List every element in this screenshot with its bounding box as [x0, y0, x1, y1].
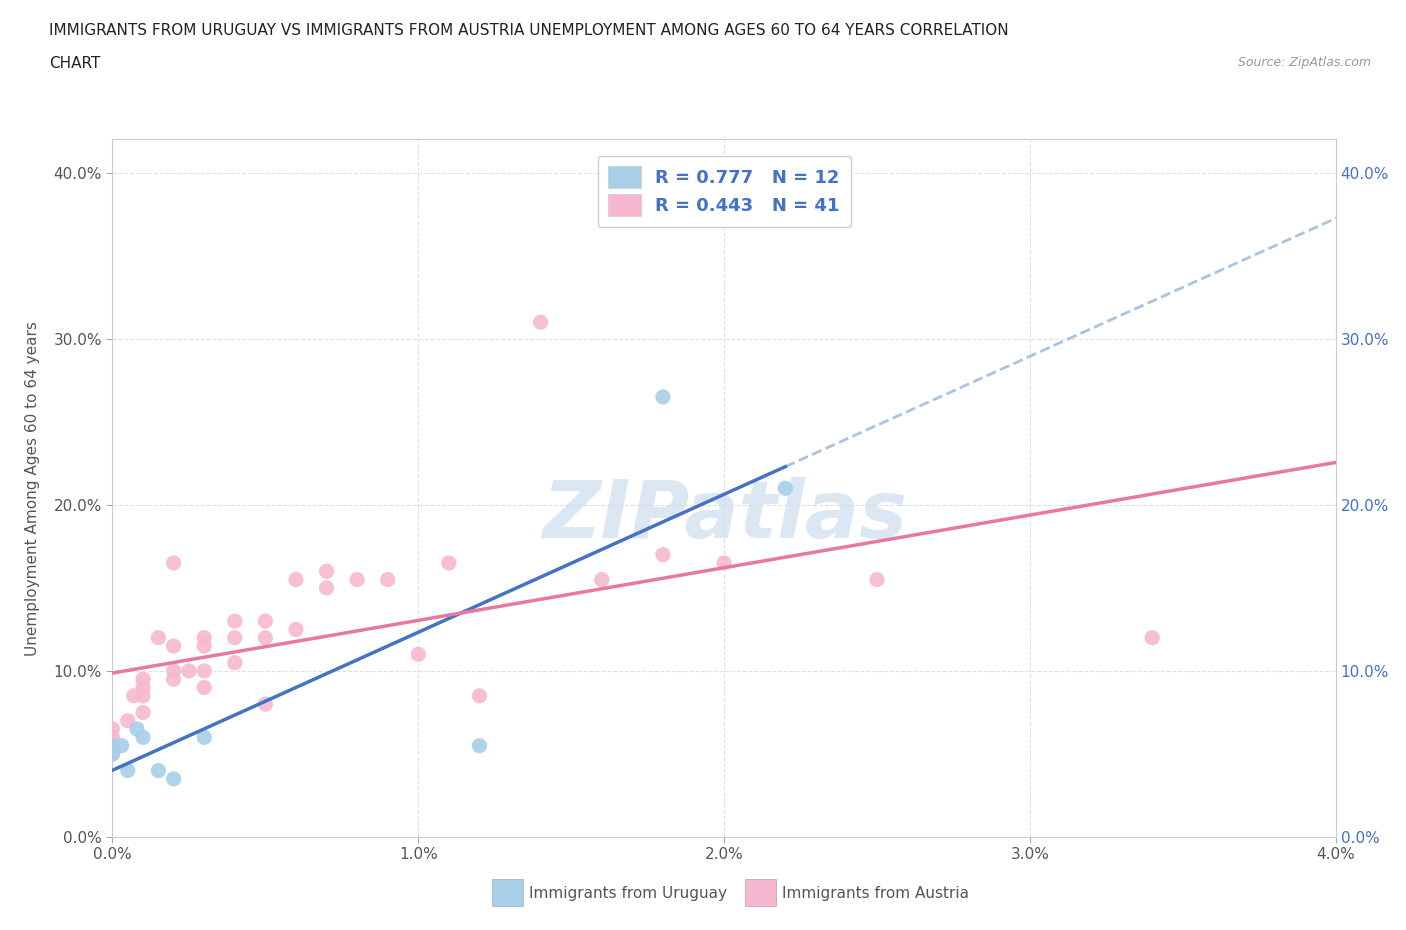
- Point: [224, 631, 246, 645]
- Point: [163, 671, 186, 686]
- Point: [773, 481, 796, 496]
- Point: [652, 390, 675, 405]
- Point: [866, 572, 889, 587]
- Point: [177, 663, 200, 678]
- Y-axis label: Unemployment Among Ages 60 to 64 years: Unemployment Among Ages 60 to 64 years: [25, 321, 39, 656]
- Point: [408, 647, 430, 662]
- Point: [101, 738, 124, 753]
- Point: [193, 663, 215, 678]
- Text: IMMIGRANTS FROM URUGUAY VS IMMIGRANTS FROM AUSTRIA UNEMPLOYMENT AMONG AGES 60 TO: IMMIGRANTS FROM URUGUAY VS IMMIGRANTS FR…: [49, 23, 1010, 38]
- Point: [193, 730, 215, 745]
- Point: [284, 572, 308, 587]
- Point: [132, 688, 155, 703]
- Point: [224, 656, 246, 671]
- Point: [193, 639, 215, 654]
- Point: [101, 738, 124, 753]
- Point: [122, 688, 145, 703]
- Point: [193, 680, 215, 695]
- Point: [652, 547, 675, 562]
- Point: [224, 614, 246, 629]
- Point: [163, 663, 186, 678]
- Point: [437, 555, 460, 570]
- Point: [1142, 631, 1164, 645]
- Point: [163, 639, 186, 654]
- Point: [111, 738, 134, 753]
- Point: [377, 572, 399, 587]
- Point: [101, 747, 124, 762]
- Point: [193, 631, 215, 645]
- Point: [468, 688, 491, 703]
- Point: [132, 680, 155, 695]
- Point: [125, 722, 148, 737]
- Point: [529, 314, 551, 329]
- Point: [468, 738, 491, 753]
- Text: CHART: CHART: [49, 56, 101, 71]
- Point: [284, 622, 308, 637]
- Point: [163, 555, 186, 570]
- Point: [148, 631, 170, 645]
- Point: [132, 671, 155, 686]
- Text: Immigrants from Austria: Immigrants from Austria: [782, 886, 969, 901]
- Point: [101, 747, 124, 762]
- Point: [315, 564, 337, 578]
- Text: Source: ZipAtlas.com: Source: ZipAtlas.com: [1237, 56, 1371, 69]
- Point: [254, 631, 277, 645]
- Point: [163, 772, 186, 787]
- Text: ZIPatlas: ZIPatlas: [541, 477, 907, 555]
- Legend: R = 0.777   N = 12, R = 0.443   N = 41: R = 0.777 N = 12, R = 0.443 N = 41: [598, 155, 851, 227]
- Point: [254, 697, 277, 711]
- Point: [346, 572, 368, 587]
- Point: [101, 730, 124, 745]
- Point: [132, 705, 155, 720]
- Point: [591, 572, 613, 587]
- Point: [132, 730, 155, 745]
- Point: [315, 580, 337, 595]
- Text: Immigrants from Uruguay: Immigrants from Uruguay: [529, 886, 727, 901]
- Point: [117, 764, 139, 778]
- Point: [148, 764, 170, 778]
- Point: [117, 713, 139, 728]
- Point: [254, 614, 277, 629]
- Point: [713, 555, 735, 570]
- Point: [101, 722, 124, 737]
